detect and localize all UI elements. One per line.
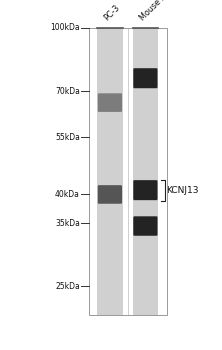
Bar [133,28,158,315]
FancyBboxPatch shape [133,68,158,88]
FancyBboxPatch shape [133,216,158,236]
Text: PC-3: PC-3 [102,4,122,23]
Text: Mouse brain: Mouse brain [138,0,179,23]
Text: 100kDa: 100kDa [50,23,80,33]
Text: KCNJ13: KCNJ13 [166,186,198,195]
FancyBboxPatch shape [98,93,122,112]
Text: 35kDa: 35kDa [55,219,80,228]
Bar [97,28,123,315]
FancyBboxPatch shape [133,180,158,200]
Text: 25kDa: 25kDa [55,282,80,291]
Bar [89,28,166,315]
FancyBboxPatch shape [98,185,122,204]
Text: 55kDa: 55kDa [55,133,80,141]
Text: 70kDa: 70kDa [55,87,80,96]
Text: 40kDa: 40kDa [55,190,80,199]
